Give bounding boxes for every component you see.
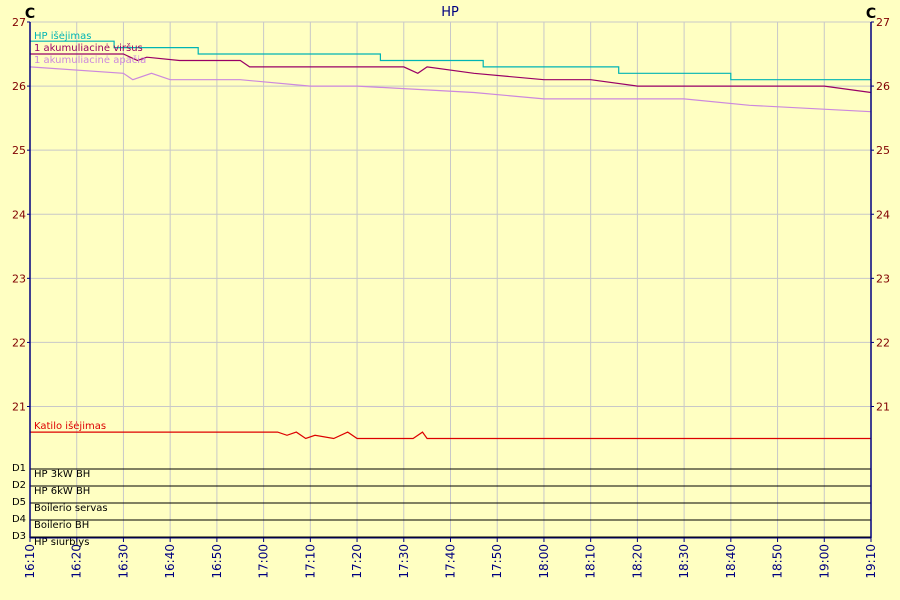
labels: 16:10 16:20 16:30 16:40 16:50 17:00 17:10 17:20… — [12, 16, 890, 579]
x-tick-label: 16:50 — [210, 544, 224, 579]
x-tick-label: 16:30 — [116, 544, 130, 579]
digital-row-label: HP siurblys — [34, 537, 89, 548]
x-tick-label: 17:20 — [350, 544, 364, 579]
digital-row-code: D5 — [12, 497, 26, 508]
x-tick-label: 17:00 — [257, 544, 271, 579]
y-tick-label-left: 25 — [12, 144, 26, 157]
legend-entry-1: HP išėjimas — [34, 30, 92, 42]
y-tick-label-right: 21 — [876, 401, 890, 414]
series-line-1 — [30, 40, 871, 81]
x-tick-label: 17:50 — [490, 544, 504, 579]
x-tick-label: 17:30 — [397, 544, 411, 579]
digital-row-code: D2 — [12, 480, 26, 491]
x-tick-label: 18:20 — [630, 544, 644, 579]
y-tick-label-right: 27 — [876, 16, 890, 29]
x-tick-label: 17:10 — [303, 544, 317, 579]
x-tick-label: 17:40 — [444, 544, 458, 579]
series-line-4 — [30, 431, 871, 440]
digital-rows: D1 HP 3kW BH D2 HP 6kW BH D5 Boilerio servas D… — [12, 463, 871, 548]
x-tick-label: 16:10 — [23, 544, 37, 579]
y-tick-label-right: 25 — [876, 144, 890, 157]
x-tick-label: 19:00 — [817, 544, 831, 579]
y-tick-label-left: 26 — [12, 80, 26, 93]
left-unit-label: C — [25, 6, 35, 22]
x-tick-label: 18:00 — [537, 544, 551, 579]
axes — [27, 21, 874, 542]
y-tick-label-right: 26 — [876, 80, 890, 93]
series-lines — [29, 40, 872, 440]
y-tick-label-right: 23 — [876, 272, 890, 285]
x-tick-label: 18:40 — [724, 544, 738, 579]
chart-title: HP — [441, 5, 459, 20]
x-tick-label: 18:30 — [677, 544, 691, 579]
y-tick-label-left: 27 — [12, 16, 26, 29]
y-tick-label-right: 24 — [876, 208, 890, 221]
y-tick-label-left: 22 — [12, 336, 26, 349]
digital-row-code: D1 — [12, 463, 26, 474]
series-line-3 — [29, 66, 872, 113]
legend-entry-4: Katilo išėjimas — [34, 420, 106, 432]
x-tick-label: 16:40 — [163, 544, 177, 579]
digital-row-code: D3 — [12, 531, 26, 542]
y-tick-label-right: 22 — [876, 336, 890, 349]
x-tick-label: 19:10 — [864, 544, 878, 579]
y-tick-label-left: 21 — [12, 401, 26, 414]
grid-lines — [29, 21, 872, 538]
legend-entry-2: 1 akumuliacinė viršus — [34, 42, 143, 54]
series-line-2 — [30, 53, 872, 94]
digital-row-label: HP 6kW BH — [34, 486, 90, 497]
digital-row-label: Boilerio servas — [34, 503, 108, 514]
x-tick-label: 16:20 — [70, 544, 84, 579]
digital-row-label: HP 3kW BH — [34, 469, 90, 480]
digital-row-label: Boilerio BH — [34, 520, 89, 531]
right-unit-label: C — [866, 6, 876, 22]
y-tick-label-left: 23 — [12, 272, 26, 285]
y-tick-label-left: 24 — [12, 208, 26, 221]
x-tick-label: 18:50 — [771, 544, 785, 579]
digital-row-code: D4 — [12, 514, 26, 525]
legend-entry-3: 1 akumuliacinė apačia — [34, 54, 146, 66]
x-tick-label: 18:10 — [584, 544, 598, 579]
